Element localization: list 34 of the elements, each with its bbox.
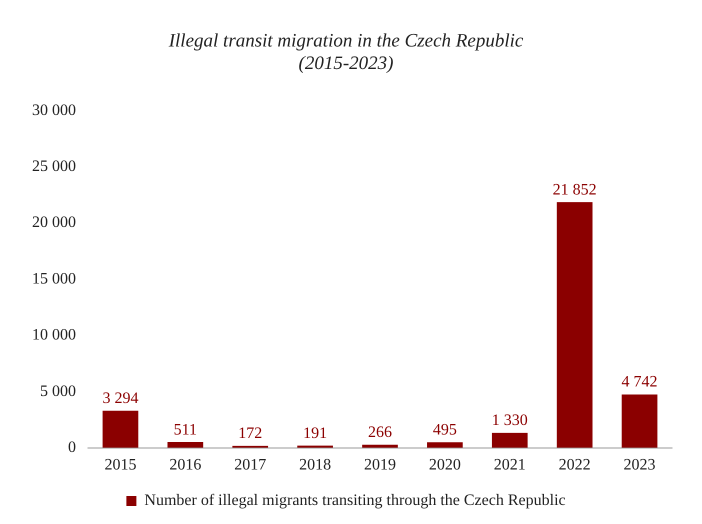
x-tick-label: 2018 [299,456,332,474]
legend-label: Number of illegal migrants transiting through the Czech Republic [144,492,566,510]
data-label: 21 852 [552,181,597,198]
data-label: 266 [368,424,392,442]
x-tick-label: 2020 [428,456,461,474]
x-tick-label: 2017 [234,456,266,474]
bar [556,202,593,448]
data-label: 511 [174,421,198,438]
data-label: 495 [432,421,457,438]
y-tick-label: 30 000 [32,102,76,119]
x-tick-label: 2015 [104,456,136,474]
x-tick-label: 2016 [169,456,202,474]
x-tick-label: 2022 [558,456,591,474]
bar [102,410,138,448]
bar [622,394,658,448]
x-tick-label: 2019 [364,456,396,474]
data-label: 3 294 [102,390,138,407]
x-tick-label: 2021 [494,456,526,474]
x-tick-label: 2023 [624,456,656,474]
y-tick-label: 0 [68,439,76,456]
bar [427,442,463,448]
y-tick-label: 20 000 [32,214,76,232]
data-label: 191 [303,424,328,442]
y-tick-label: 5 000 [40,382,76,400]
bar [167,442,204,448]
chart-title: Illegal transit migration in the Czech Republic [168,30,524,52]
chart-subtitle: (2015-2023) [298,53,394,74]
data-label: 1 330 [492,412,528,430]
bar [492,432,528,448]
y-tick-label: 15 000 [32,270,76,288]
data-label: 172 [238,425,262,442]
y-tick-label: 25 000 [32,158,76,176]
y-tick-label: 10 000 [32,326,76,344]
data-label: 4 742 [622,374,658,391]
